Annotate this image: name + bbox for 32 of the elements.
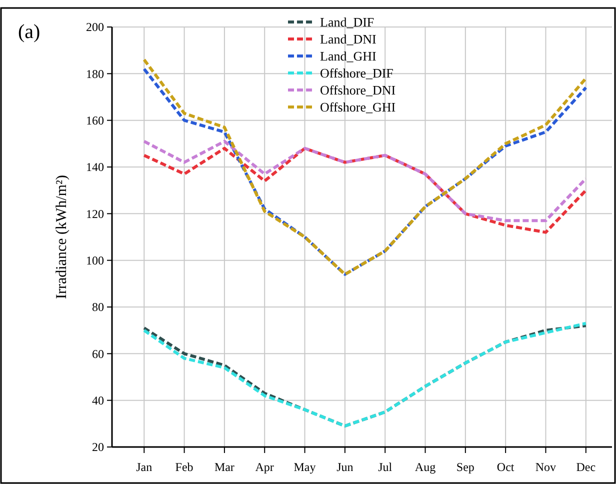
x-tick-label: Aug — [414, 460, 436, 474]
x-tick-label: May — [294, 460, 316, 474]
y-tick-label: 200 — [86, 20, 104, 34]
x-tick-label: Dec — [576, 460, 596, 474]
y-tick-label: 180 — [86, 66, 104, 81]
y-tick-label: 140 — [86, 160, 104, 174]
x-tick-label: Mar — [214, 460, 234, 474]
x-tick-label: Jun — [336, 460, 354, 474]
y-axis-title: Irradiance (kWh/m²) — [54, 174, 70, 300]
y-tick-label: 100 — [86, 254, 104, 268]
legend-label: Land_DIF — [320, 14, 374, 30]
y-tick-label: 80 — [92, 300, 104, 314]
x-tick-label: Jan — [136, 460, 152, 474]
y-tick-label: 20 — [92, 440, 104, 454]
y-tick-label: 40 — [92, 394, 104, 408]
y-tick-label: 60 — [92, 346, 104, 361]
x-tick-label: Jul — [378, 460, 393, 474]
x-tick-label: Oct — [496, 460, 515, 474]
x-tick-label: Apr — [255, 460, 274, 474]
legend-label: Offshore_DNI — [320, 82, 396, 98]
legend-label: Land_DNI — [320, 32, 376, 47]
text: (a) — [18, 21, 40, 43]
legend-label: Offshore_GHI — [320, 100, 396, 115]
x-tick-label: Nov — [535, 460, 556, 474]
x-tick-label: Feb — [175, 460, 194, 474]
line-series — [142, 146, 588, 234]
legend-label: Land_GHI — [320, 48, 376, 64]
legend-label: Offshore_DIF — [320, 66, 394, 81]
y-tick-label: 120 — [86, 206, 104, 221]
y-tick-label: 160 — [86, 114, 104, 128]
x-tick-label: Sep — [456, 460, 474, 474]
line-series — [142, 140, 588, 222]
